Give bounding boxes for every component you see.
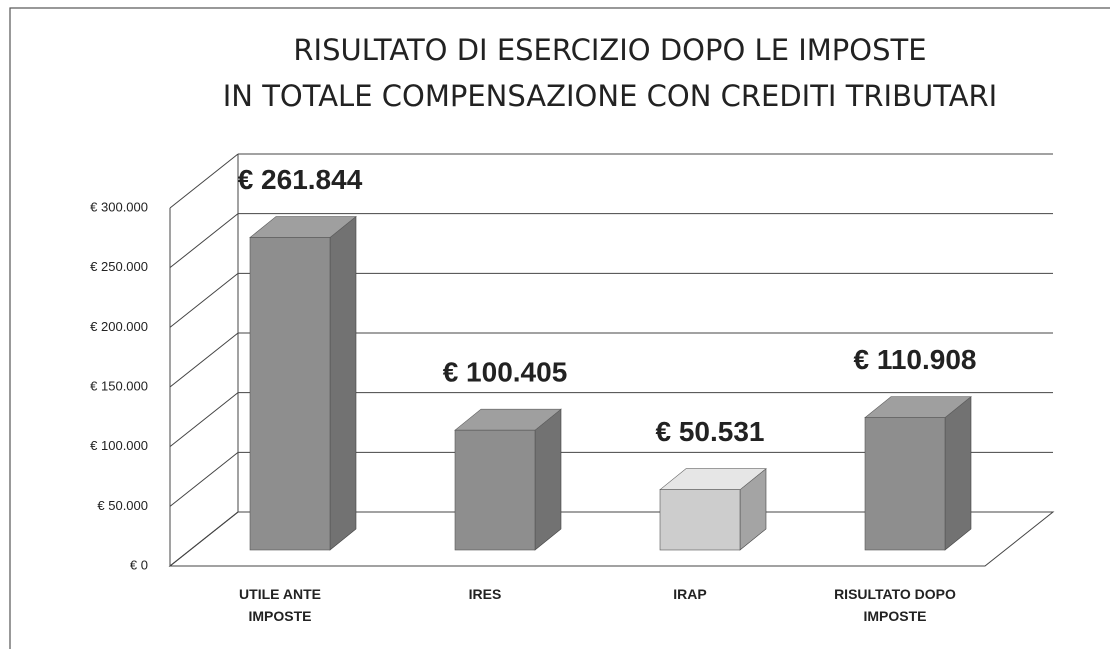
y-tick-label: € 250.000 (90, 259, 148, 274)
chart-title: IN TOTALE COMPENSAZIONE CON CREDITI TRIB… (223, 79, 998, 113)
chart-title: RISULTATO DI ESERCIZIO DOPO LE IMPOSTE (293, 33, 926, 67)
bar (659, 489, 741, 551)
x-tick-label: IRES (468, 586, 502, 602)
grid-line-side (169, 392, 239, 448)
value-label: € 110.908 (853, 344, 976, 375)
y-tick-label: € 200.000 (90, 319, 148, 334)
bar-side (329, 215, 357, 551)
grid-line-side (169, 451, 239, 507)
value-label: € 261.844 (238, 164, 363, 195)
bar-side (534, 408, 562, 551)
grid-line-side (169, 332, 239, 388)
grid-line-side (169, 213, 239, 269)
bar (864, 417, 946, 551)
grid-line-side (169, 153, 239, 209)
y-tick-label: € 100.000 (90, 438, 148, 453)
value-label: € 50.531 (656, 416, 765, 447)
bar-side (944, 396, 972, 551)
frame (9, 7, 1110, 649)
bar (454, 429, 536, 551)
y-tick-label: € 150.000 (90, 378, 148, 393)
bar (249, 237, 331, 551)
y-tick-label: € 0 (130, 557, 148, 572)
x-tick-label: IRAP (673, 586, 707, 602)
grid-line-side (169, 272, 239, 328)
y-tick-label: € 300.000 (90, 199, 148, 214)
value-label: € 100.405 (443, 357, 568, 388)
x-tick-label: UTILE ANTE IMPOSTE (239, 586, 321, 624)
y-tick-label: € 50.000 (97, 498, 148, 513)
x-tick-label: RISULTATO DOPO IMPOSTE (834, 586, 956, 624)
grid-line-side (169, 511, 239, 567)
